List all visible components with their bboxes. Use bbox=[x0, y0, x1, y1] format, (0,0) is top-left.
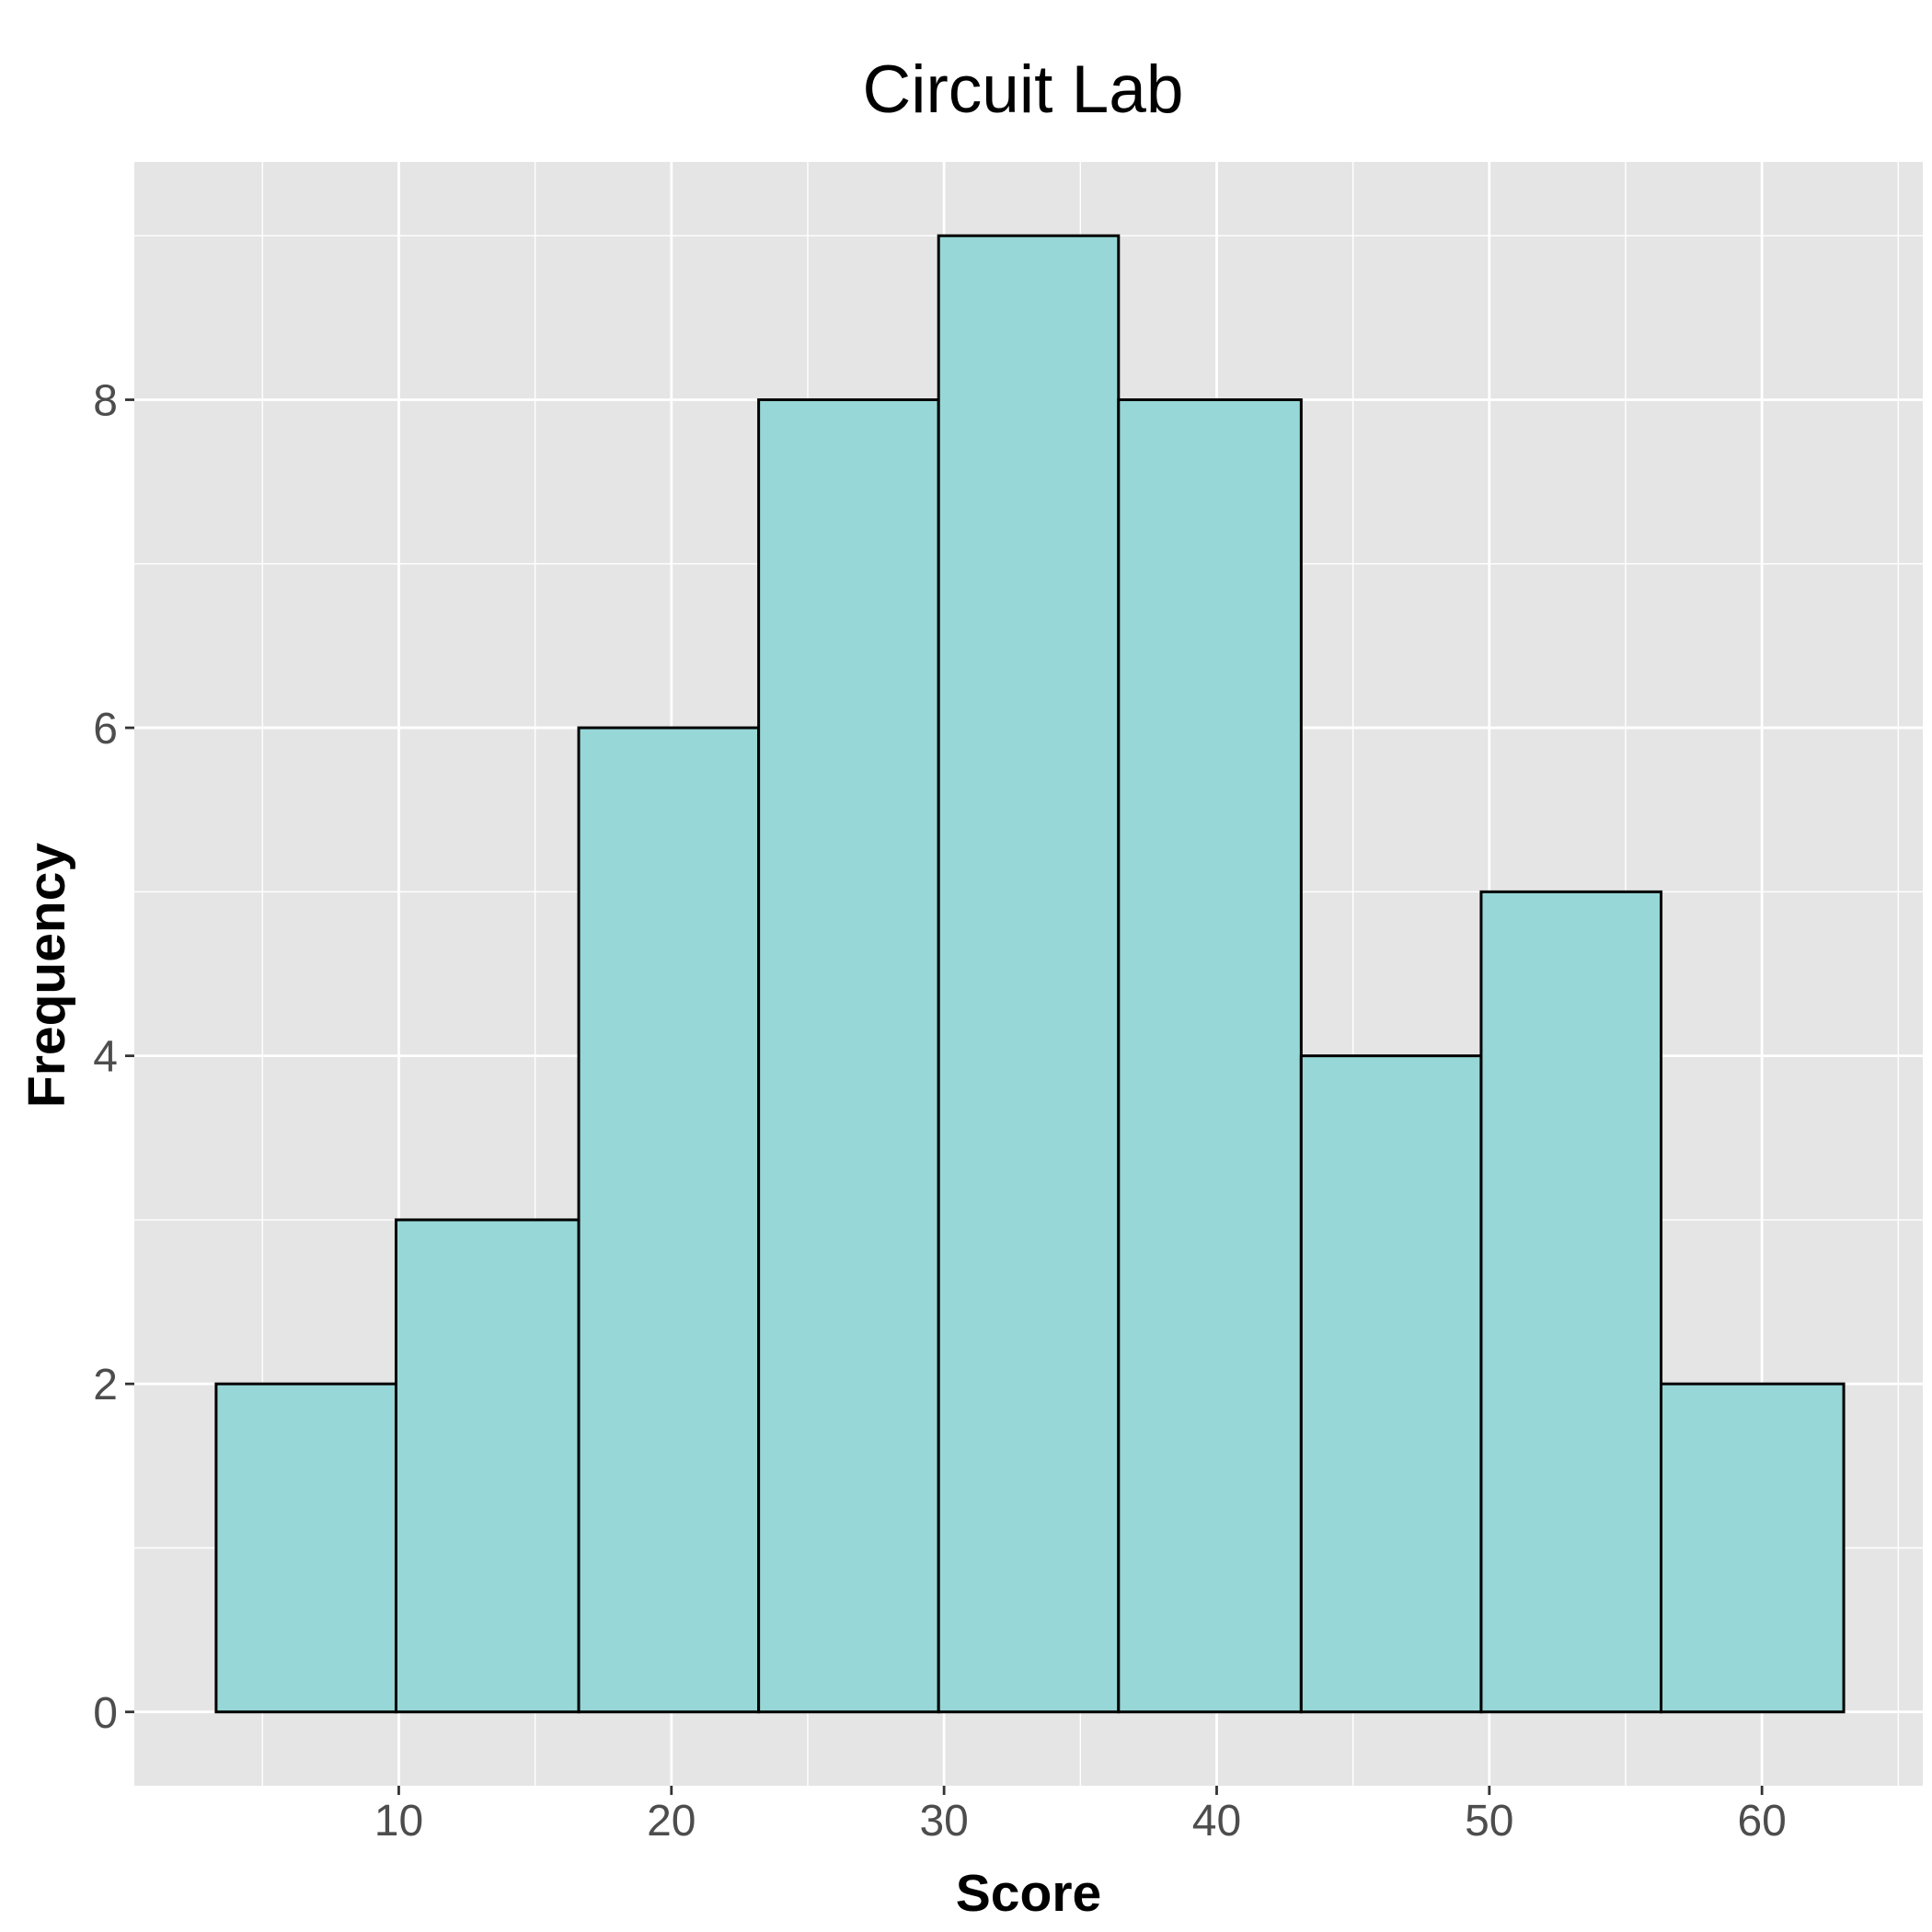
y-axis-label: Frequency bbox=[17, 843, 76, 1109]
y-tick-label: 2 bbox=[93, 1361, 118, 1409]
histogram-bar-1 bbox=[214, 1382, 397, 1714]
y-tick-label: 4 bbox=[93, 1033, 118, 1082]
histogram-bars bbox=[214, 234, 1846, 1714]
histogram-bar-3 bbox=[577, 726, 761, 1714]
x-tick-label: 40 bbox=[1192, 1797, 1241, 1846]
x-tick-label: 60 bbox=[1737, 1797, 1786, 1846]
x-tick-label: 50 bbox=[1465, 1797, 1513, 1846]
axis-ticks bbox=[125, 398, 1764, 1795]
y-tick-label: 8 bbox=[93, 377, 118, 426]
histogram-bar-4 bbox=[757, 398, 940, 1714]
histogram-bar-9 bbox=[1660, 1382, 1846, 1714]
x-tick-labels: 10 20 30 40 50 60 bbox=[374, 1797, 1787, 1846]
y-tick-label: 0 bbox=[93, 1689, 118, 1738]
histogram-bar-5 bbox=[937, 234, 1121, 1714]
y-tick-labels: 0 2 4 6 8 bbox=[93, 377, 118, 1738]
chart-title: Circuit Lab bbox=[863, 52, 1184, 127]
x-tick-label: 20 bbox=[647, 1797, 696, 1846]
x-tick-label: 10 bbox=[374, 1797, 423, 1846]
histogram-bar-7 bbox=[1299, 1054, 1483, 1714]
x-tick-label: 30 bbox=[919, 1797, 968, 1846]
histogram-bar-2 bbox=[394, 1218, 581, 1714]
histogram-bar-6 bbox=[1117, 398, 1303, 1714]
y-tick-label: 6 bbox=[93, 705, 118, 753]
x-axis-label: Score bbox=[956, 1864, 1101, 1923]
histogram-bar-8 bbox=[1479, 890, 1663, 1714]
